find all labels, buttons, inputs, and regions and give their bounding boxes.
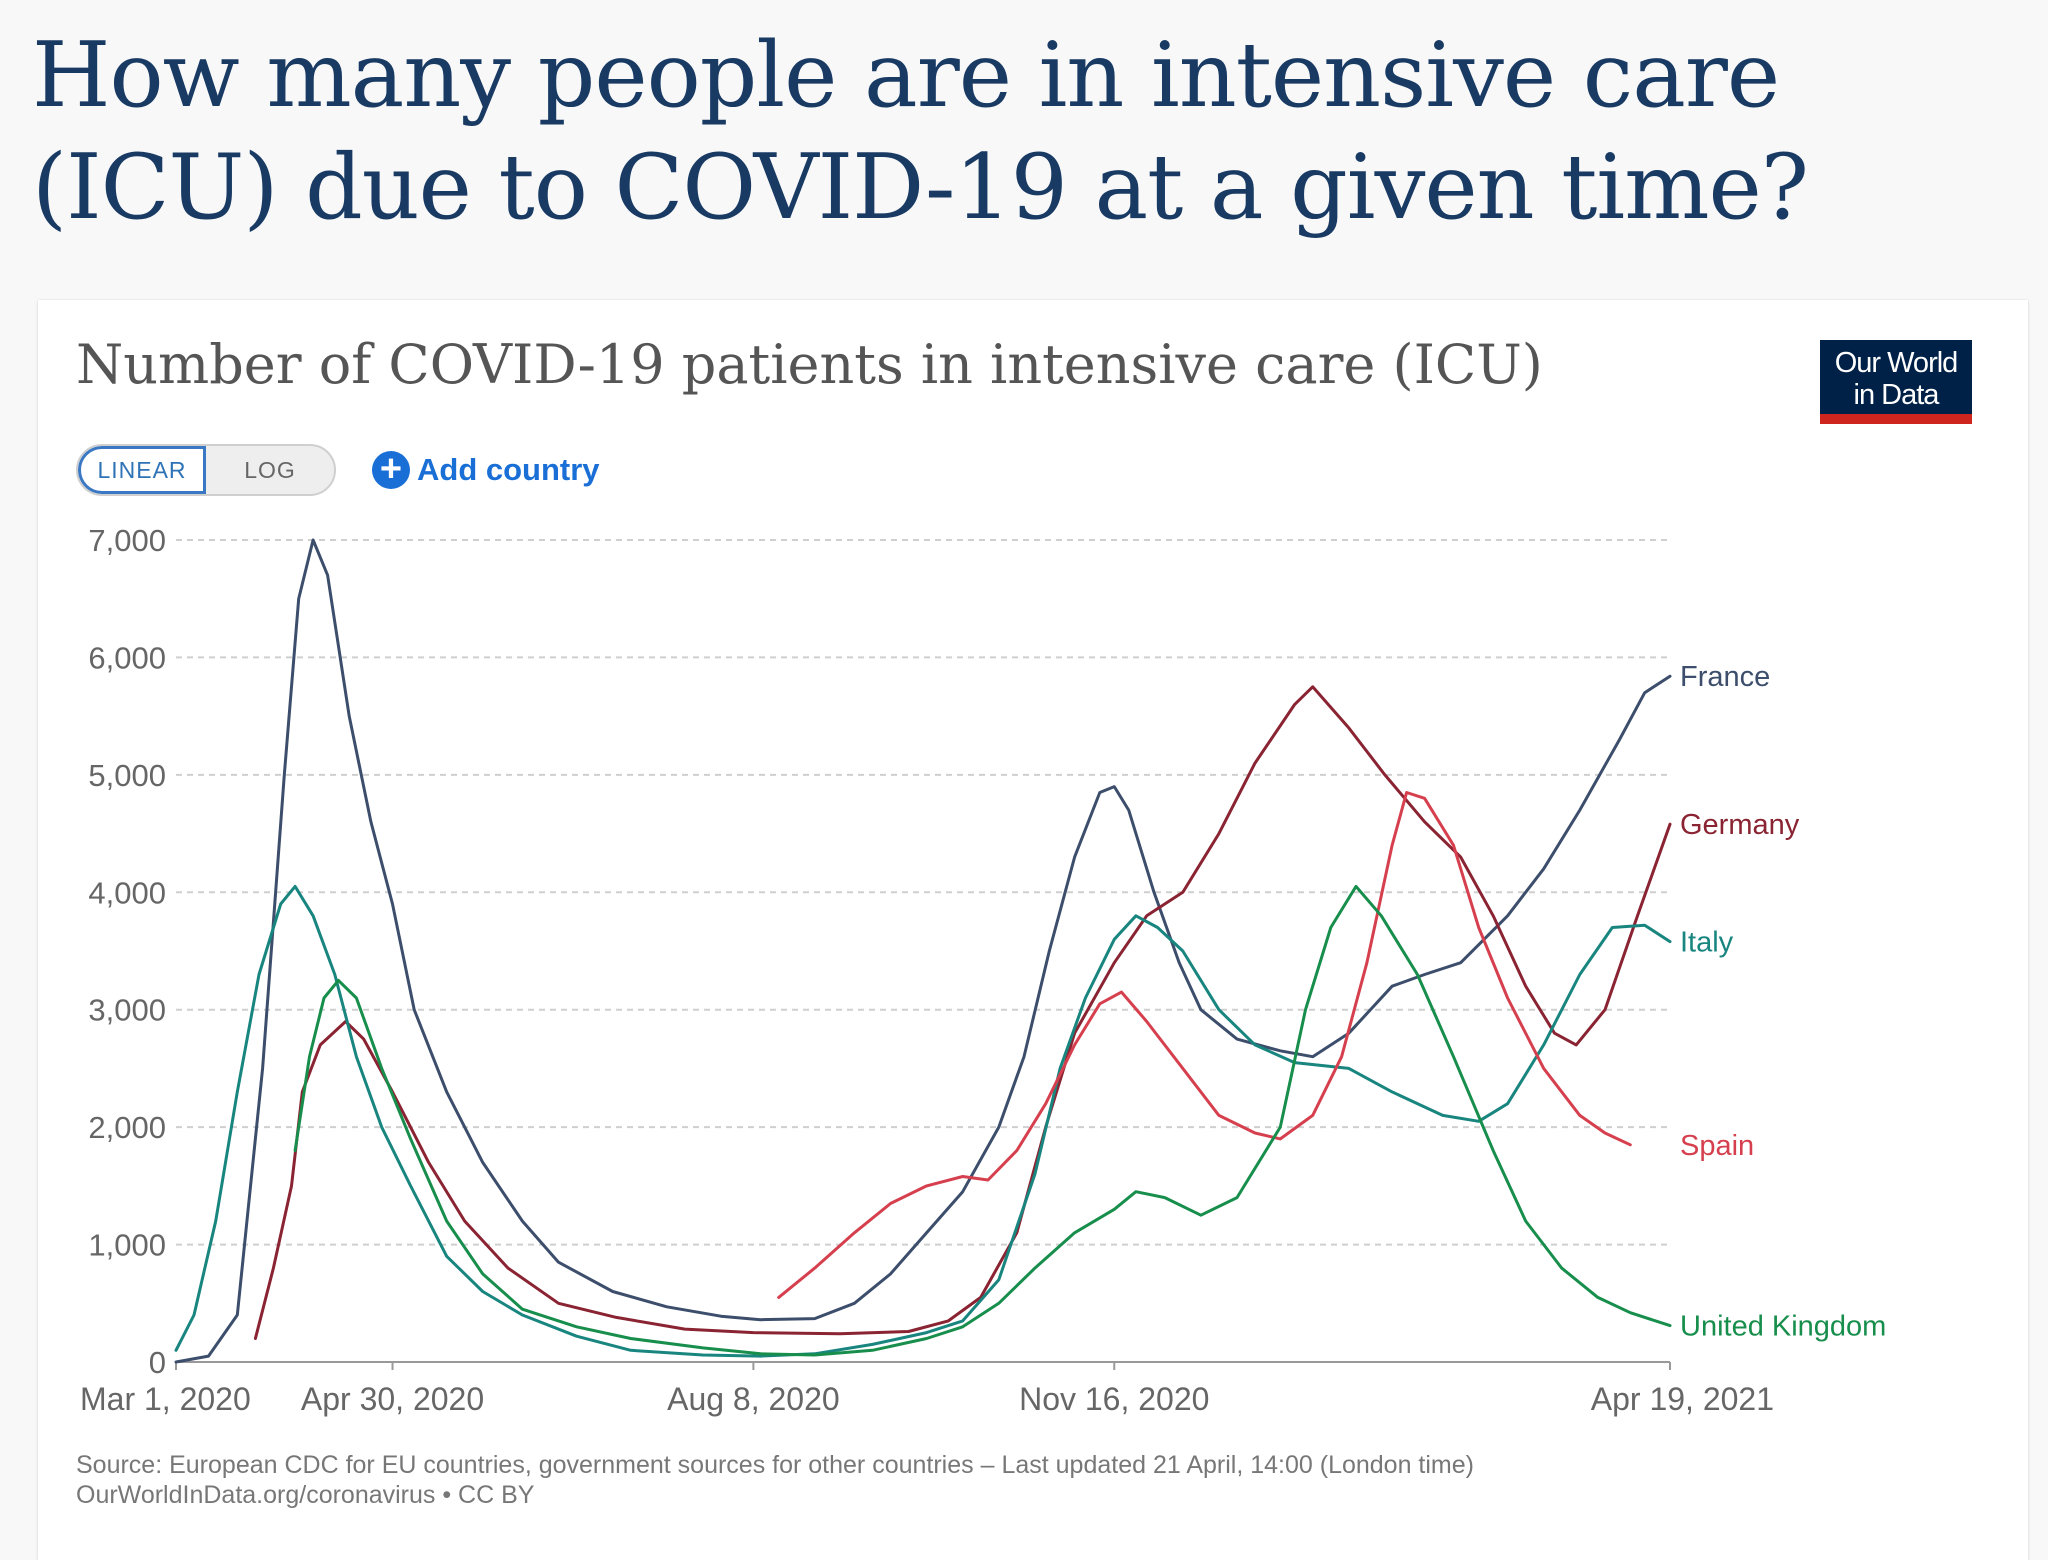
chart-title: Number of COVID-19 patients in intensive… [76,333,1543,396]
series-label: Germany [1680,809,1800,841]
add-country-button[interactable]: + Add country [372,446,600,494]
series-line-germany [253,685,1672,1340]
x-tick-label: Apr 19, 2021 [1591,1381,1774,1417]
icu-line-chart: 0 1,000 2,000 3,000 4,000 5,000 6,000 7,000 Mar … [80,523,1886,1417]
logo-line-1: Our World [1834,347,1959,379]
y-tick-label: 5,000 [88,758,166,793]
x-tick-label: Nov 16, 2020 [1019,1381,1209,1417]
y-tick-label: 0 [149,1345,166,1380]
source-line-2: OurWorldInData.org/coronavirus • CC BY [76,1481,535,1509]
series-label: France [1680,661,1770,693]
add-country-label: Add country [417,452,600,487]
linear-scale-button[interactable]: LINEAR [78,446,206,494]
chart-card: Number of COVID-19 patients in intensive… [38,300,2028,1560]
logo-line-2: in Data [1853,379,1940,411]
y-tick-label: 7,000 [88,523,166,558]
series-label: Italy [1680,927,1734,959]
logo-accent-bar [1820,414,1972,424]
log-scale-button[interactable]: LOG [244,457,296,483]
plus-circle-icon: + [372,450,410,489]
scale-toggle: LINEAR LOG [76,444,336,496]
page-headline: How many people are in intensive care (I… [32,23,1809,240]
owid-logo[interactable]: Our World in Data [1820,340,1972,424]
y-tick-label: 4,000 [88,875,166,910]
x-tick-label: Mar 1, 2020 [80,1381,251,1417]
y-tick-label: 3,000 [88,993,166,1028]
y-tick-label: 1,000 [88,1228,166,1263]
y-tick-label: 2,000 [88,1110,166,1145]
series-line-united-kingdom [293,884,1672,1357]
x-tick-label: Aug 8, 2020 [667,1381,840,1417]
series-label: United Kingdom [1680,1311,1886,1343]
source-note: Source: European CDC for EU countries, g… [76,1450,1976,1510]
source-line-1: Source: European CDC for EU countries, g… [76,1451,1474,1479]
series-line-italy [174,884,1672,1358]
series-label: Spain [1680,1130,1754,1162]
series-line-france [174,538,1672,1364]
x-tick-label: Apr 30, 2020 [301,1381,484,1417]
y-tick-label: 6,000 [88,640,166,675]
series-line-spain [777,791,1632,1299]
